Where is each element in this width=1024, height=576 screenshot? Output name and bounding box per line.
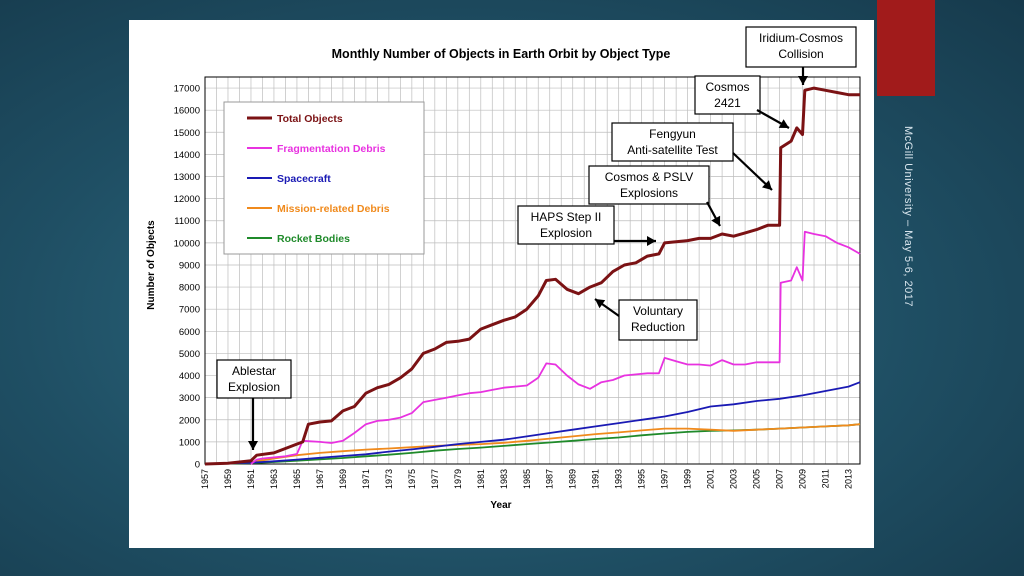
plot-border xyxy=(204,76,861,465)
x-tick-label: 1989 xyxy=(568,469,578,489)
y-tick-label: 10000 xyxy=(174,238,200,249)
annotation-text-voluntary: Reduction xyxy=(631,320,685,334)
axes: 0 1000 2000 3000 4000 5000 6000 7000 8000 9000 100… xyxy=(174,76,861,489)
y-tick-label: 7000 xyxy=(179,305,200,316)
y-tick-label: 13000 xyxy=(174,172,200,183)
annotation-box-voluntary xyxy=(618,299,698,341)
annotation-text-iridium: Iridium-Cosmos xyxy=(759,31,843,45)
y-tick-label: 6000 xyxy=(179,327,200,338)
annotation-arrowhead-haps xyxy=(647,236,656,246)
x-tick-label: 2009 xyxy=(798,469,808,489)
x-tick-label: 1971 xyxy=(361,469,371,489)
annotation-arrowhead-iridium xyxy=(798,76,808,85)
annotation-text-ablestar: Explosion xyxy=(228,380,280,394)
y-axis-label: Number of Objects xyxy=(146,220,157,310)
y-tick-label: 4000 xyxy=(179,371,200,382)
series-line-mission-related-debris xyxy=(204,423,861,465)
x-tick-label: 2007 xyxy=(775,469,785,489)
annotation-box-iridium xyxy=(745,26,857,68)
y-tick-label: 12000 xyxy=(174,194,200,205)
legend: Total Objects Fragmentation Debris Spacecr… xyxy=(223,101,425,255)
series-line-fragmentation-debris xyxy=(250,230,861,465)
legend-label: Total Objects xyxy=(277,113,343,125)
annotation-text-fengyun: Fengyun xyxy=(649,127,696,141)
x-tick-label: 1967 xyxy=(315,469,325,489)
annotation-arrowhead-cosmos2421 xyxy=(778,119,789,128)
annotation-arrowhead-ablestar xyxy=(248,441,258,450)
y-tick-label: 5000 xyxy=(179,349,200,360)
x-tick-label: 1963 xyxy=(269,469,279,489)
annotation-text-cosmos2421: Cosmos xyxy=(705,80,749,94)
slide-side-caption: McGill University – May 5-6, 2017 xyxy=(902,126,914,307)
x-axis-label: Year xyxy=(490,500,511,511)
x-tick-label: 1959 xyxy=(223,469,233,489)
x-tick-label: 1987 xyxy=(545,469,555,489)
x-tick-label: 1997 xyxy=(660,469,670,489)
legend-label: Fragmentation Debris xyxy=(277,143,386,155)
x-tick-label: 1981 xyxy=(476,469,486,489)
annotation-text-haps: HAPS Step II xyxy=(531,210,602,224)
legend-label: Rocket Bodies xyxy=(277,233,350,245)
legend-label: Spacecraft xyxy=(277,173,331,185)
annotation-text-haps: Explosion xyxy=(540,226,592,240)
x-tick-label: 1993 xyxy=(614,469,624,489)
annotation-text-iridium: Collision xyxy=(778,47,823,61)
y-tick-label: 9000 xyxy=(179,260,200,271)
x-tick-label: 1985 xyxy=(522,469,532,489)
y-tick-label: 0 xyxy=(195,460,200,471)
x-tick-label: 1973 xyxy=(384,469,394,489)
x-tick-label: 2001 xyxy=(706,469,716,489)
x-tick-label: 1983 xyxy=(499,469,509,489)
x-tick-label: 1991 xyxy=(591,469,601,489)
annotation-box-haps xyxy=(517,205,615,245)
x-tick-label: 2005 xyxy=(752,469,762,489)
x-tick-label: 2011 xyxy=(821,469,831,488)
annotation-layer: Ablestar Explosion Voluntary Reduction HAPS … xyxy=(216,26,857,450)
x-tick-label: 1995 xyxy=(637,469,647,489)
x-tick-label: 1965 xyxy=(292,469,302,489)
x-tick-label: 1977 xyxy=(430,469,440,489)
y-tick-label: 2000 xyxy=(179,415,200,426)
y-tick-label: 3000 xyxy=(179,393,200,404)
series-line-spacecraft xyxy=(204,381,861,465)
y-tick-label: 16000 xyxy=(174,106,200,117)
y-tick-label: 1000 xyxy=(179,437,200,448)
y-tick-label: 15000 xyxy=(174,128,200,139)
y-tick-label: 17000 xyxy=(174,84,200,95)
x-tick-label: 1999 xyxy=(683,469,693,489)
x-tick-label: 1975 xyxy=(407,469,417,489)
y-tick-label: 14000 xyxy=(174,150,200,161)
x-tick-label: 1979 xyxy=(453,469,463,489)
annotation-box-cosmos-pslv xyxy=(588,165,710,205)
x-tick-label: 1969 xyxy=(338,469,348,489)
chart-title: Monthly Number of Objects in Earth Orbit… xyxy=(332,47,671,61)
x-tick-label: 2013 xyxy=(844,469,854,489)
legend-label: Mission-related Debris xyxy=(277,203,390,215)
accent-tab xyxy=(877,0,935,96)
chart-svg: Monthly Number of Objects in Earth Orbit… xyxy=(146,26,861,511)
chart-image: Monthly Number of Objects in Earth Orbit… xyxy=(129,20,874,548)
x-tick-label: 2003 xyxy=(729,469,739,489)
y-tick-label: 11000 xyxy=(174,216,200,227)
annotation-text-voluntary: Voluntary xyxy=(633,304,683,318)
y-tick-label: 8000 xyxy=(179,283,200,294)
x-tick-label: 1961 xyxy=(246,469,256,489)
annotation-text-cosmos-pslv: Cosmos & PSLV xyxy=(605,170,693,184)
x-tick-label: 1957 xyxy=(200,469,210,489)
series-line-total-objects xyxy=(204,86,860,466)
annotation-box-fengyun xyxy=(611,122,734,162)
annotation-text-cosmos2421: 2421 xyxy=(714,96,741,110)
annotation-arrowhead-fengyun xyxy=(762,180,772,190)
series-layer xyxy=(204,86,861,466)
annotation-text-fengyun: Anti-satellite Test xyxy=(627,143,718,157)
annotation-box-ablestar xyxy=(216,359,292,399)
annotation-arrowhead-voluntary xyxy=(595,299,606,309)
annotation-arrowhead-cosmos-pslv xyxy=(711,215,721,226)
annotation-box-cosmos2421 xyxy=(694,75,761,115)
annotation-text-cosmos-pslv: Explosions xyxy=(620,186,678,200)
annotation-text-ablestar: Ablestar xyxy=(232,364,276,378)
